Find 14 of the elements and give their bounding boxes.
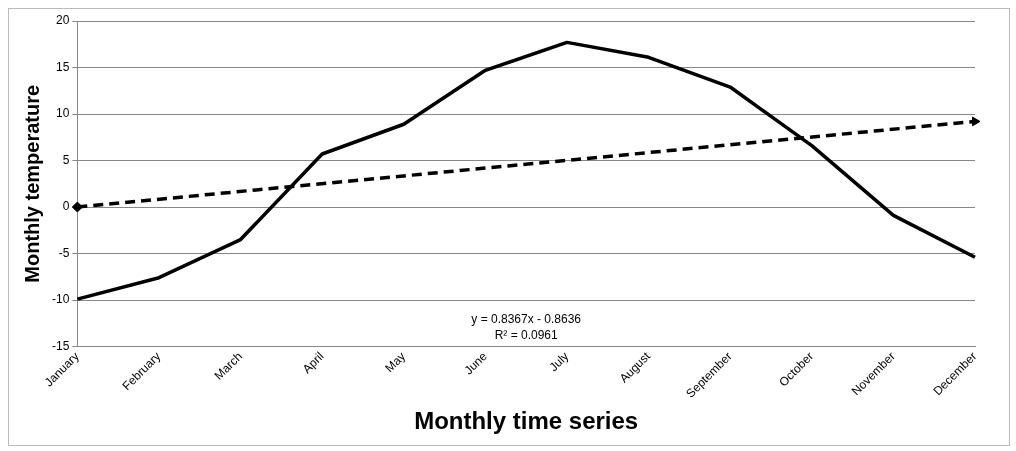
annotation: R² = 0.0961 [494,327,559,342]
y-tick-label: 15 [55,59,70,74]
y-tick-label: 10 [55,106,70,121]
annotation: y = 0.8367x - 0.8636 [471,311,582,326]
y-tick-label: -5 [58,245,70,260]
y-axis-title: Monthly temperature [20,84,43,283]
x-tick-label: July [546,349,572,375]
y-tick-label: 0 [62,199,70,214]
x-axis-title: Monthly time series [414,407,639,435]
y-tick-label: 5 [62,152,70,167]
y-tick-label: 20 [55,13,70,28]
x-tick-label: May [382,349,409,376]
y-tick-label: -15 [52,338,70,353]
y-tick-label: -10 [52,292,70,307]
